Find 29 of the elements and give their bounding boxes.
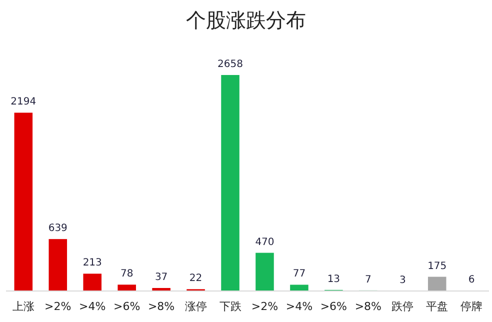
data-label: 213 bbox=[82, 258, 102, 269]
data-label: 7 bbox=[364, 274, 372, 286]
x-tick-label: 涨停 bbox=[184, 300, 207, 313]
x-tick-label: >8% bbox=[148, 300, 175, 313]
data-label: 470 bbox=[255, 236, 274, 248]
data-label: 22 bbox=[189, 273, 202, 284]
x-tick-label: >4% bbox=[79, 300, 106, 313]
x-tick-label: 下跌 bbox=[219, 300, 242, 313]
data-label: 2194 bbox=[10, 96, 36, 108]
data-label: 3 bbox=[399, 274, 406, 286]
x-tick-label: >4% bbox=[286, 300, 313, 313]
data-label: 13 bbox=[327, 274, 340, 285]
x-tick-label: 平盘 bbox=[426, 300, 448, 313]
x-tick-label: >2% bbox=[44, 300, 72, 313]
x-tick-label: 跌停 bbox=[392, 300, 414, 313]
x-tick-label: >8% bbox=[354, 300, 382, 313]
data-label: 2658 bbox=[218, 59, 243, 70]
x-tick-label: 停牌 bbox=[460, 300, 483, 313]
data-label: 78 bbox=[120, 268, 134, 280]
x-tick-label: >6% bbox=[114, 300, 140, 313]
data-label: 639 bbox=[48, 223, 68, 234]
data-label: 175 bbox=[428, 260, 447, 272]
data-label: 37 bbox=[154, 272, 168, 283]
data-label: 6 bbox=[468, 274, 475, 286]
chart-title: 个股涨跌分布 bbox=[186, 8, 306, 32]
x-tick-label: 上涨 bbox=[12, 300, 34, 313]
data-label: 77 bbox=[292, 268, 306, 280]
x-tick-label: >2% bbox=[251, 300, 278, 313]
x-tick-label: >6% bbox=[320, 300, 348, 313]
